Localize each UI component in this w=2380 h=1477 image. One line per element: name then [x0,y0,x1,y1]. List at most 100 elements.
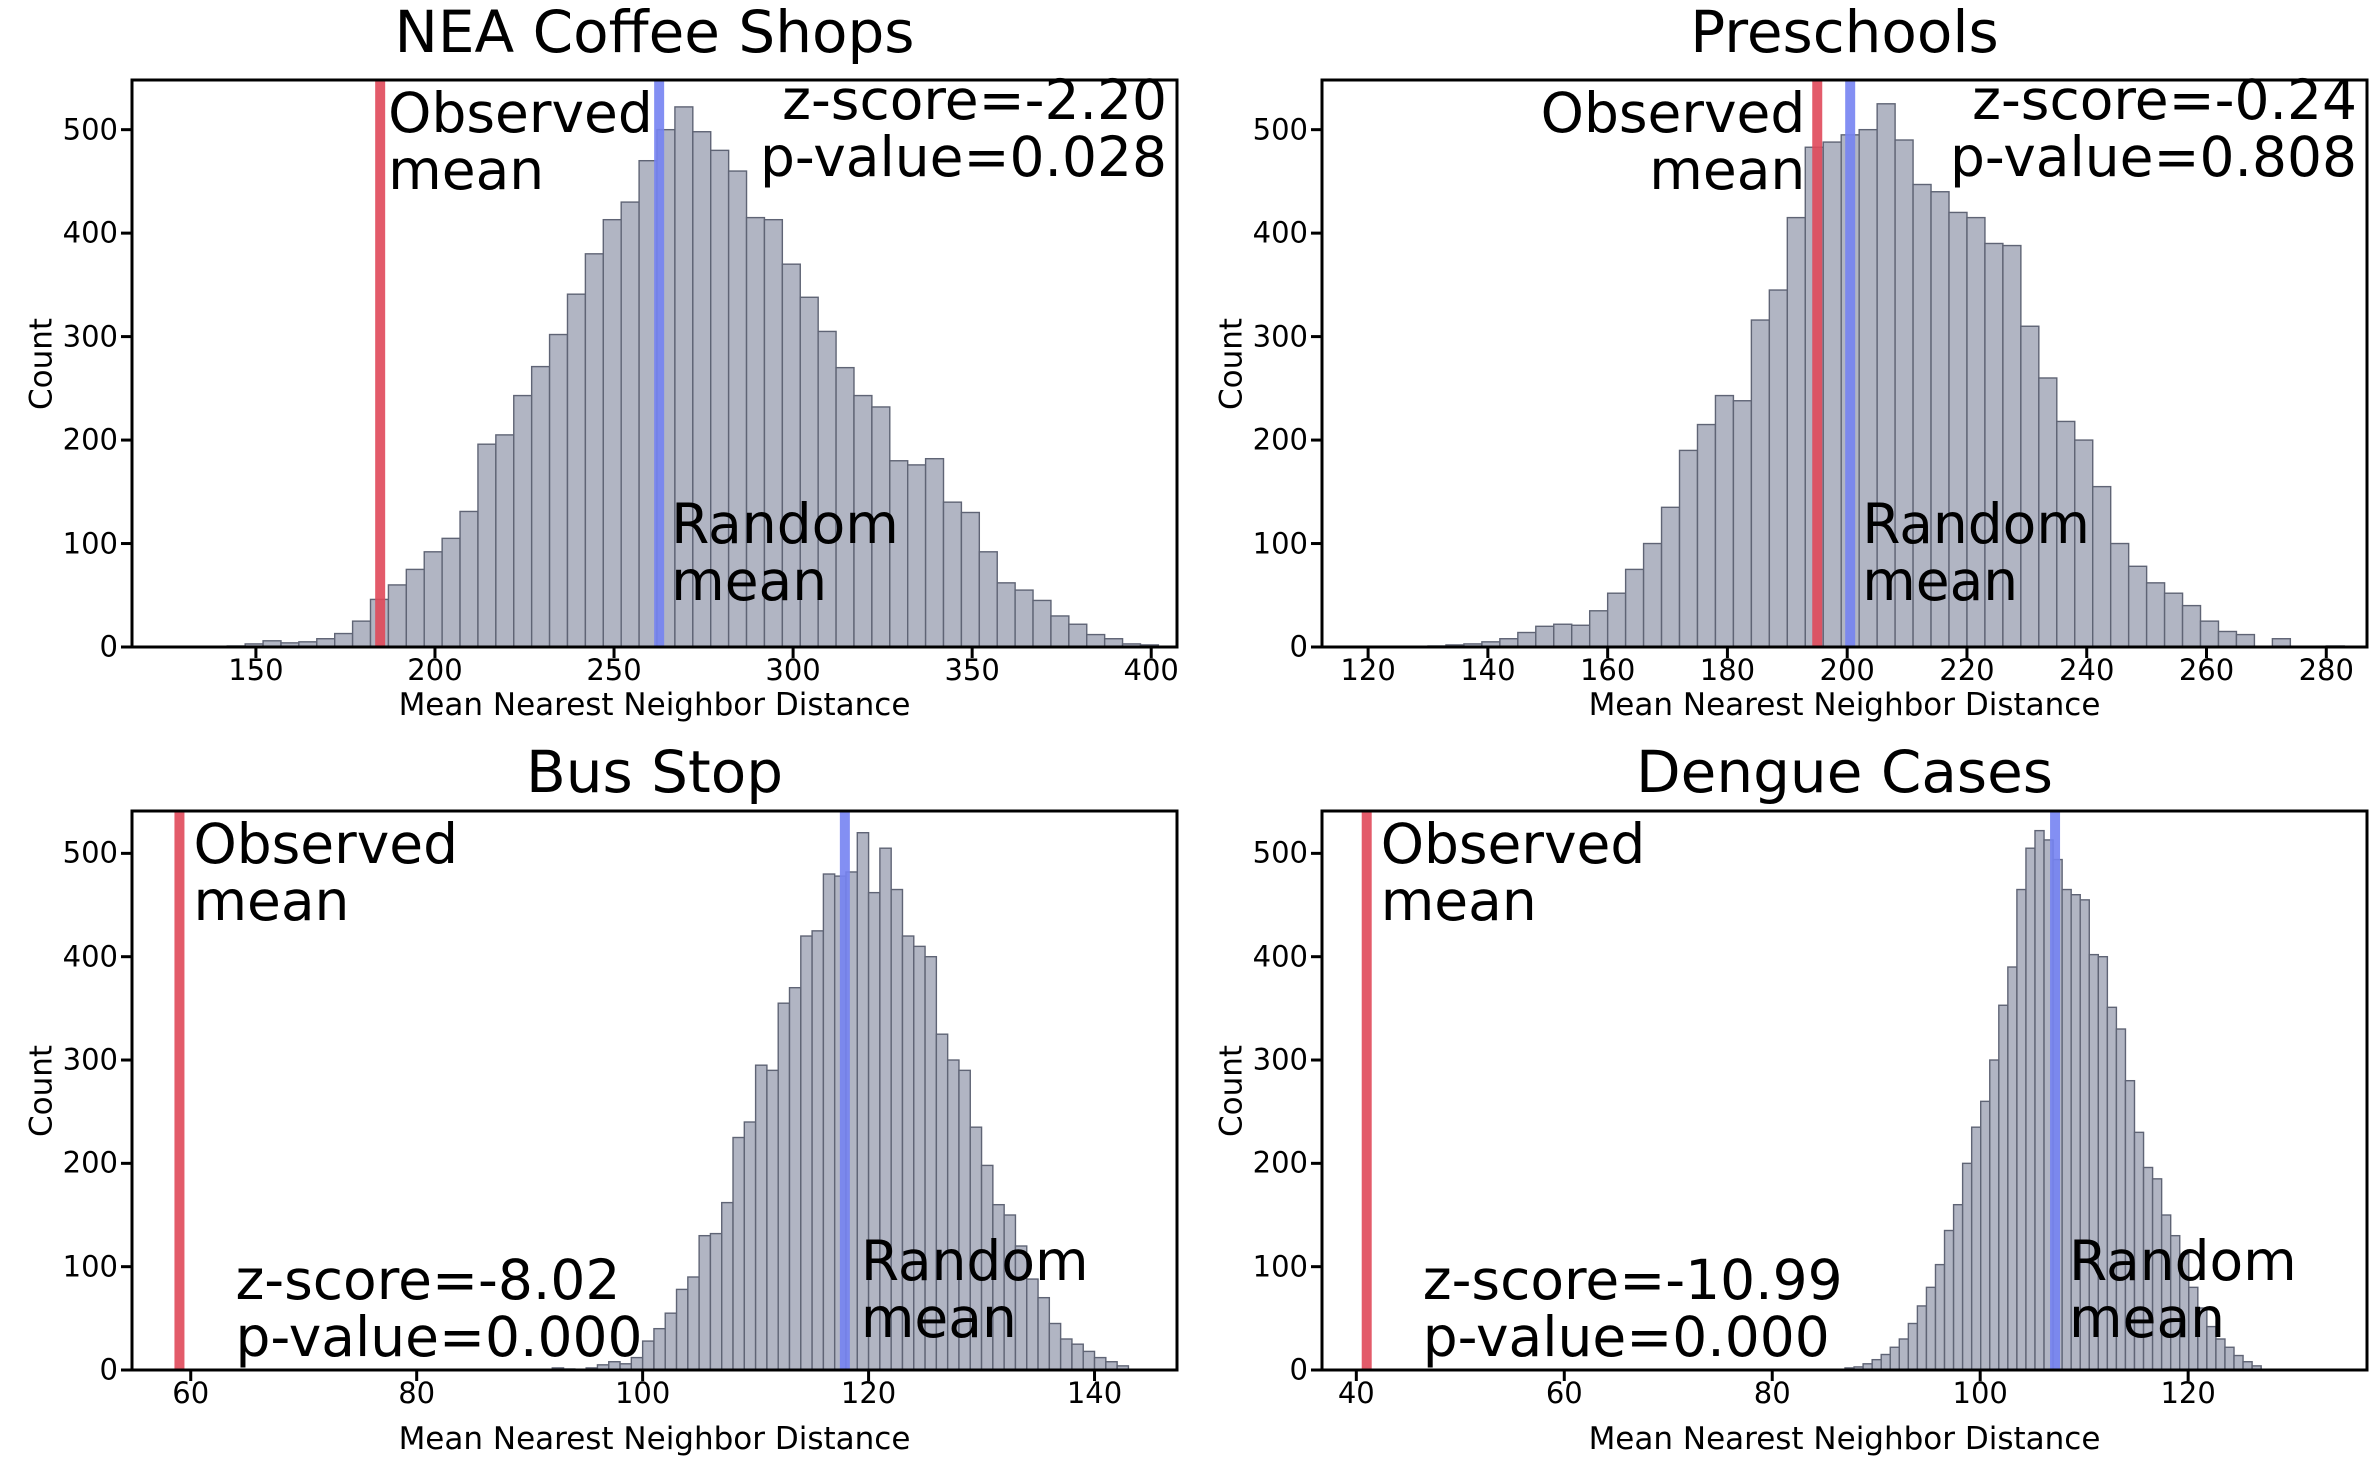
histogram-bar [1934,1263,1946,1371]
histogram-bar [2233,1354,2244,1371]
histogram-bar [548,333,569,648]
histogram-bar [1970,1126,1982,1371]
histogram-bar [2109,542,2130,648]
x-tick-label: 40 [1337,1376,1375,1410]
panel-0-random-mean-label: Random mean [671,492,899,613]
histogram-bar [664,1312,678,1371]
histogram-bar [1624,568,1645,648]
axes-frame [130,809,1179,1372]
random-mean-line [654,80,665,647]
x-tick-label: 200 [407,653,463,687]
histogram-bar [2217,630,2238,648]
histogram-bar [777,1002,791,1371]
x-tick-label: 80 [1753,1376,1791,1410]
histogram-bar [811,930,825,1371]
y-tick-label: 500 [1252,835,1308,870]
panel-2-observed-mean-label: Observed mean [193,812,459,933]
histogram-bar [566,293,587,648]
random-mean-line [839,811,850,1370]
x-tick-label: 240 [2059,653,2115,687]
x-tick-label: 350 [944,653,1000,687]
histogram-bar [1961,1162,1973,1371]
panel-2-title: Bus Stop [525,738,784,806]
x-tick-label: 60 [1545,1376,1583,1410]
histogram-bar [906,464,927,648]
histogram-bar [1998,1004,2009,1371]
histogram-bar [2016,888,2027,1371]
observed-mean-line [174,811,185,1370]
panel-1-title: Preschools [1690,0,1999,66]
histogram-bar [459,510,479,648]
histogram-bar [1553,623,1573,648]
histogram-bar [2163,592,2184,648]
x-tick-label: 300 [765,653,821,687]
y-tick-label: 100 [1252,1249,1308,1284]
histogram-bar [2181,604,2202,648]
panel-1-stats-annotation: z-score=-0.24 p-value=0.808 [1949,68,2357,189]
histogram-bar [1714,394,1735,648]
histogram-bar [2025,847,2036,1371]
x-tick-label: 160 [1579,653,1636,687]
x-tick-label: 120 [2160,1376,2216,1410]
axes-frame [1320,78,2369,649]
x-tick-label: 200 [1819,653,1875,687]
histogram-bar [924,457,945,648]
histogram-bar [675,1288,689,1371]
x-tick-label: 180 [1699,653,1756,687]
histogram-bar [2127,565,2148,648]
x-tick-label: 100 [614,1376,671,1410]
histogram-bar [2007,966,2018,1371]
axes-frame [130,78,1179,649]
histogram-bar [1768,289,1789,648]
histogram-bar [1750,319,1771,648]
histogram-bar [2034,829,2045,1371]
histogram-bar [721,1201,734,1371]
x-tick-label: 140 [1066,1376,1123,1410]
y-tick-label: 100 [62,1249,118,1284]
panel-3-observed-mean-label: Observed mean [1380,812,1646,933]
histogram-bar [1786,216,1806,648]
histogram-bar [1907,1322,1919,1371]
histogram-bar [800,935,813,1371]
histogram-bar [996,582,1016,648]
histogram-bar [732,1136,746,1371]
panel-3-stats-annotation: z-score=-10.99 p-value=0.000 [1422,1248,1843,1369]
y-tick-label: 200 [1252,1145,1308,1180]
histogram-bar [530,365,551,648]
y-tick-label: 400 [62,215,118,250]
x-tick-label: 140 [1460,653,1516,687]
observed-mean-line [1812,80,1823,647]
histogram-bar [1989,1059,2000,1371]
panel-2-stats-annotation: z-score=-8.02 p-value=0.000 [235,1248,643,1369]
observed-mean-line [1361,811,1372,1370]
histogram-bar [387,584,408,648]
histogram-bar [1925,1286,1937,1371]
histogram-bar [754,1064,768,1371]
histogram-bar [1093,1356,1107,1371]
histogram-bar [960,511,981,648]
axes-frame [1320,809,2369,1372]
histogram-bar [687,1276,700,1371]
x-tick-label: 280 [2298,653,2354,687]
histogram-bar [2235,633,2256,648]
y-tick-label: 0 [99,1352,118,1387]
histogram-bar [1943,1229,1955,1371]
histogram-bar [1880,1353,1891,1371]
histogram-bar [698,1234,712,1371]
y-tick-label: 300 [62,319,118,354]
histogram-bar [942,501,963,648]
panel-2-random-mean-label: Random mean [860,1229,1089,1350]
y-tick-label: 400 [1252,215,1308,250]
panel-0-stats-annotation: z-score=-2.20 p-value=0.028 [759,68,1167,189]
histogram-bar [1571,624,1591,648]
histogram-bar [584,253,604,648]
x-tick-label: 400 [1123,653,1179,687]
histogram-bar [1696,423,1717,648]
histogram-bar [513,394,533,648]
histogram-bar [1732,400,1753,648]
histogram-bar [2224,1346,2235,1371]
panel-3-x-axis-label: Mean Nearest Neighbor Distance [1588,1421,2101,1457]
x-tick-label: 250 [586,653,642,687]
histogram-bar [1606,592,1627,648]
